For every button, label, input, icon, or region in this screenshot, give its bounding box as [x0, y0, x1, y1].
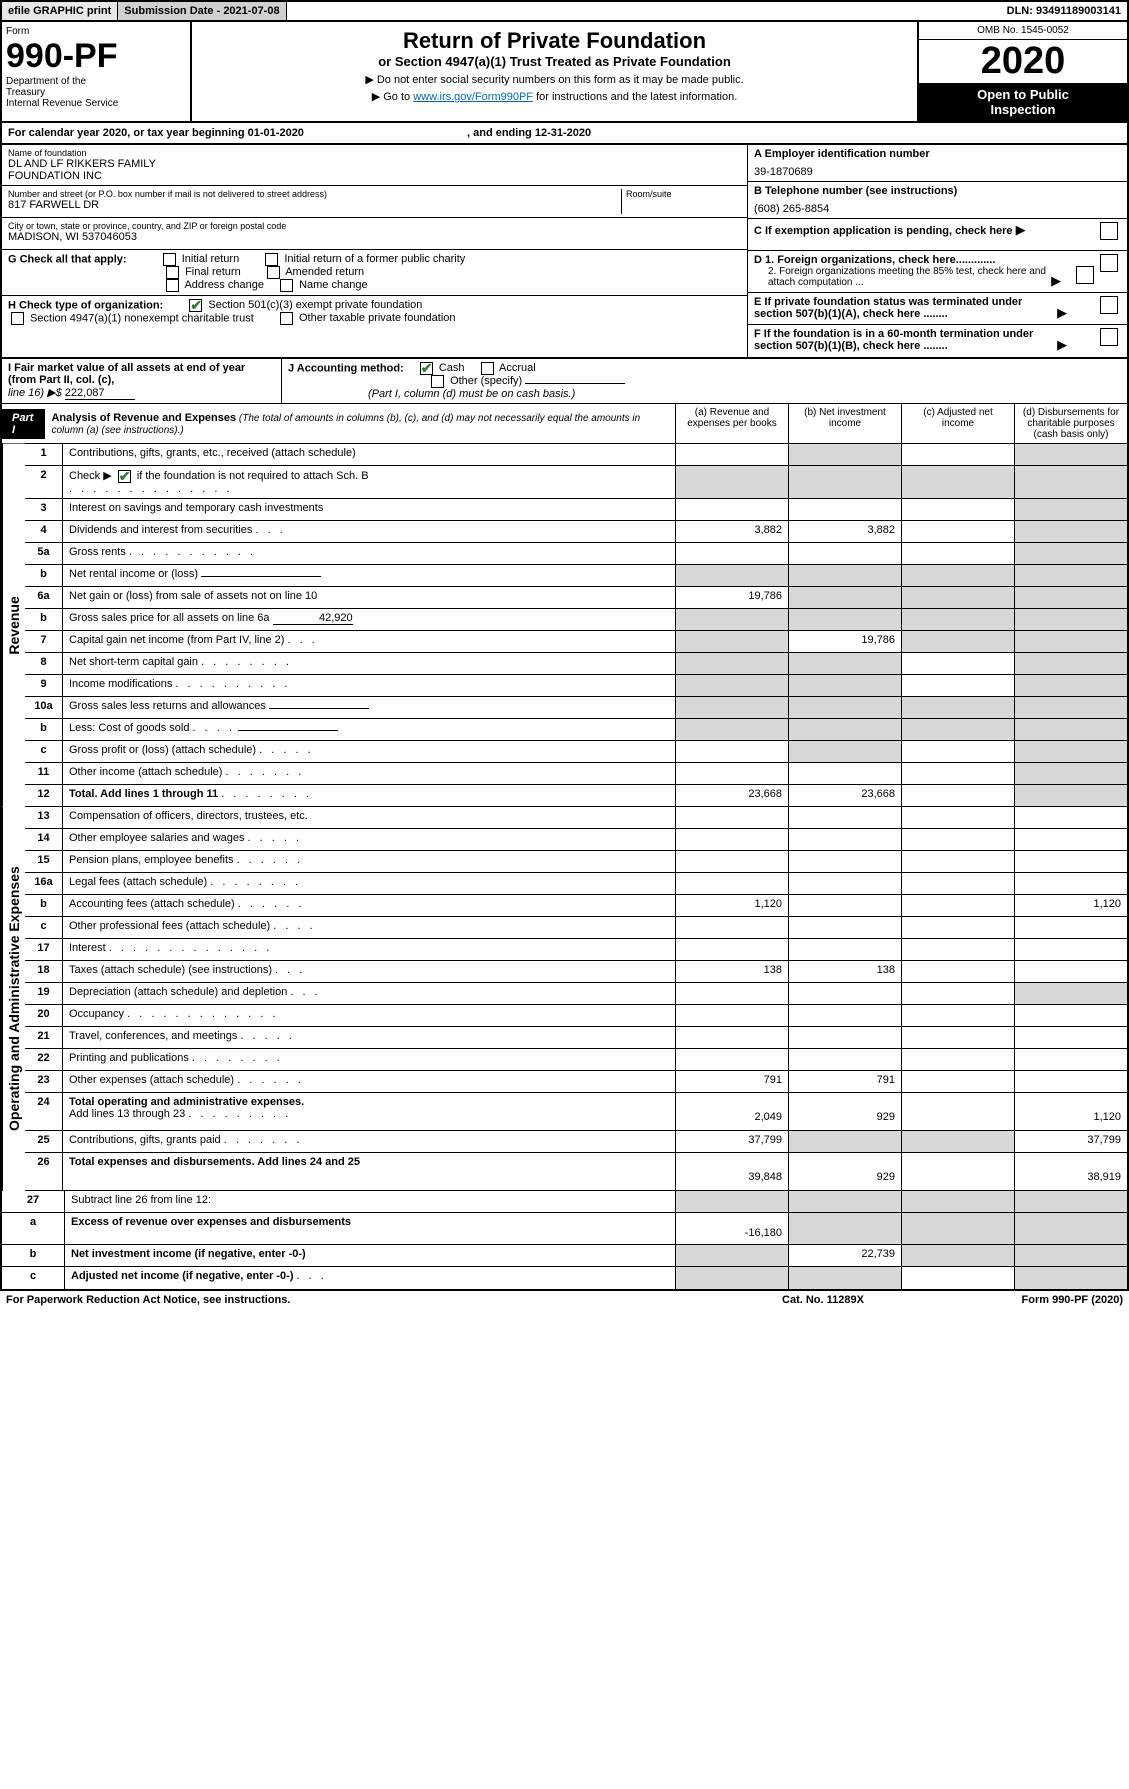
omb-number: OMB No. 1545-0052	[919, 22, 1127, 40]
city-state-zip: MADISON, WI 537046053	[8, 231, 741, 243]
tax-year: 2020	[919, 40, 1127, 83]
form-title: Return of Private Foundation	[198, 28, 911, 54]
checkbox-e[interactable]	[1100, 296, 1118, 314]
checkbox-initial-former[interactable]	[265, 253, 278, 266]
fmv-value: 222,087	[65, 387, 135, 400]
revenue-section-label: Revenue	[2, 444, 25, 807]
instruction-1: ▶ Do not enter social security numbers o…	[198, 73, 911, 86]
checkbox-other-method[interactable]	[431, 375, 444, 388]
checkbox-name-change[interactable]	[280, 279, 293, 292]
checkbox-cash[interactable]	[420, 362, 433, 375]
checkbox-c[interactable]	[1100, 222, 1118, 240]
footer-form: Form 990-PF (2020)	[923, 1294, 1123, 1306]
phone-label: B Telephone number (see instructions)	[754, 185, 1121, 197]
expenses-section-label: Operating and Administrative Expenses	[2, 807, 25, 1191]
checkbox-initial-return[interactable]	[163, 253, 176, 266]
form-label: Form	[6, 26, 186, 37]
section-i: I Fair market value of all assets at end…	[2, 359, 282, 403]
ein-value: 39-1870689	[754, 166, 1121, 178]
col-d-header: (d) Disbursements for charitable purpose…	[1014, 404, 1127, 443]
instruction-2: ▶ Go to www.irs.gov/Form990PF for instru…	[198, 90, 911, 103]
submission-date: Submission Date - 2021-07-08	[118, 2, 286, 20]
efile-label: efile GRAPHIC print	[2, 2, 118, 20]
foundation-name-1: DL AND LF RIKKERS FAMILY	[8, 158, 741, 170]
checkbox-final-return[interactable]	[166, 266, 179, 279]
dln: DLN: 93491189003141	[1001, 2, 1127, 20]
city-label: City or town, state or province, country…	[8, 221, 741, 231]
inspection-box: Open to Public Inspection	[919, 83, 1127, 121]
dept-line1: Department of the	[6, 76, 186, 87]
entity-section: Name of foundation DL AND LF RIKKERS FAM…	[2, 145, 1127, 358]
dept-line2: Treasury	[6, 87, 186, 98]
foundation-name-2: FOUNDATION INC	[8, 170, 741, 182]
check-g-row: G Check all that apply: Initial return I…	[2, 250, 747, 296]
phone-value: (608) 265-8854	[754, 203, 1121, 215]
checkbox-501c3[interactable]	[189, 299, 202, 312]
dept-line3: Internal Revenue Service	[6, 98, 186, 109]
col-c-header: (c) Adjusted net income	[901, 404, 1014, 443]
checkbox-sch-b[interactable]	[118, 470, 131, 483]
topbar: efile GRAPHIC print Submission Date - 20…	[2, 2, 1127, 22]
ein-label: A Employer identification number	[754, 148, 1121, 160]
addr-label: Number and street (or P.O. box number if…	[8, 189, 621, 199]
irs-link[interactable]: www.irs.gov/Form990PF	[413, 91, 533, 103]
col-a-header: (a) Revenue and expenses per books	[675, 404, 788, 443]
section-j: J Accounting method: Cash Accrual Other …	[282, 359, 1127, 403]
part1-title: Analysis of Revenue and Expenses	[51, 412, 236, 424]
section-d: D 1. Foreign organizations, check here..…	[748, 251, 1127, 293]
checkbox-f[interactable]	[1100, 328, 1118, 346]
address: 817 FARWELL DR	[8, 199, 621, 211]
col-b-header: (b) Net investment income	[788, 404, 901, 443]
section-c: C If exemption application is pending, c…	[748, 219, 1127, 251]
checkbox-d2[interactable]	[1076, 266, 1094, 284]
checkbox-d1[interactable]	[1100, 254, 1118, 272]
checkbox-4947[interactable]	[11, 312, 24, 325]
foundation-name-label: Name of foundation	[8, 148, 741, 158]
checkbox-addr-change[interactable]	[166, 279, 179, 292]
checkbox-other-taxable[interactable]	[280, 312, 293, 325]
part1-header-row: Part I Analysis of Revenue and Expenses …	[2, 404, 1127, 444]
form-header: Form 990-PF Department of the Treasury I…	[2, 22, 1127, 123]
section-e: E If private foundation status was termi…	[748, 293, 1127, 325]
calendar-year-row: For calendar year 2020, or tax year begi…	[2, 123, 1127, 145]
room-label: Room/suite	[626, 189, 741, 199]
check-h-row: H Check type of organization: Section 50…	[2, 296, 747, 328]
form-subtitle: or Section 4947(a)(1) Trust Treated as P…	[198, 54, 911, 69]
checkbox-accrual[interactable]	[481, 362, 494, 375]
page-footer: For Paperwork Reduction Act Notice, see …	[0, 1291, 1129, 1309]
footer-cat: Cat. No. 11289X	[723, 1294, 923, 1306]
footer-notice: For Paperwork Reduction Act Notice, see …	[6, 1294, 723, 1306]
part1-label: Part I	[2, 409, 45, 439]
form-number: 990-PF	[6, 37, 186, 76]
checkbox-amended[interactable]	[267, 266, 280, 279]
section-f: F If the foundation is in a 60-month ter…	[748, 325, 1127, 357]
